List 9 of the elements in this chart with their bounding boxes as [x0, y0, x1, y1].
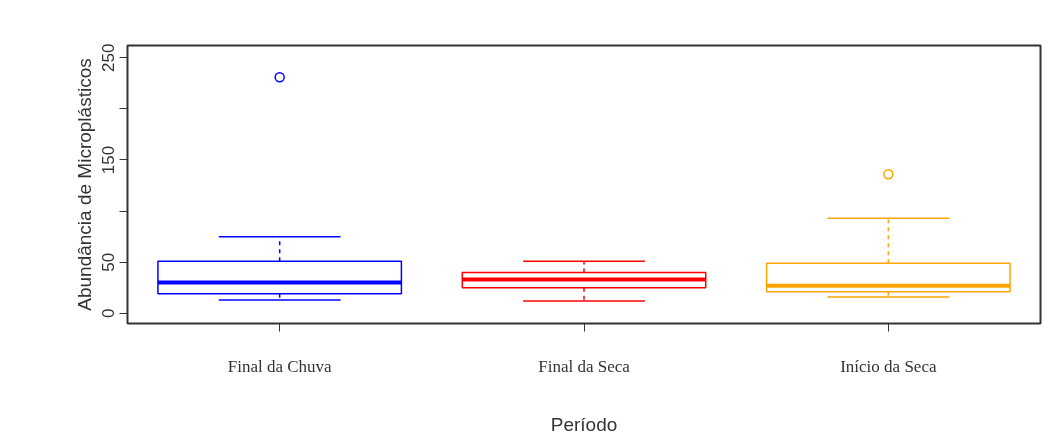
- x-axis-title: Período: [550, 413, 618, 435]
- y-tick-label: 250: [99, 43, 119, 72]
- y-tick-label: 0: [99, 308, 119, 319]
- y-axis-title: Abundância de Microplásticos: [73, 58, 95, 311]
- x-tick-label: Final da Chuva: [227, 356, 333, 376]
- x-tick-label: Início da Seca: [840, 356, 937, 376]
- x-tick-label: Final da Seca: [538, 356, 631, 376]
- y-tick-label: 50: [99, 252, 119, 272]
- y-tick-label: 150: [99, 145, 119, 175]
